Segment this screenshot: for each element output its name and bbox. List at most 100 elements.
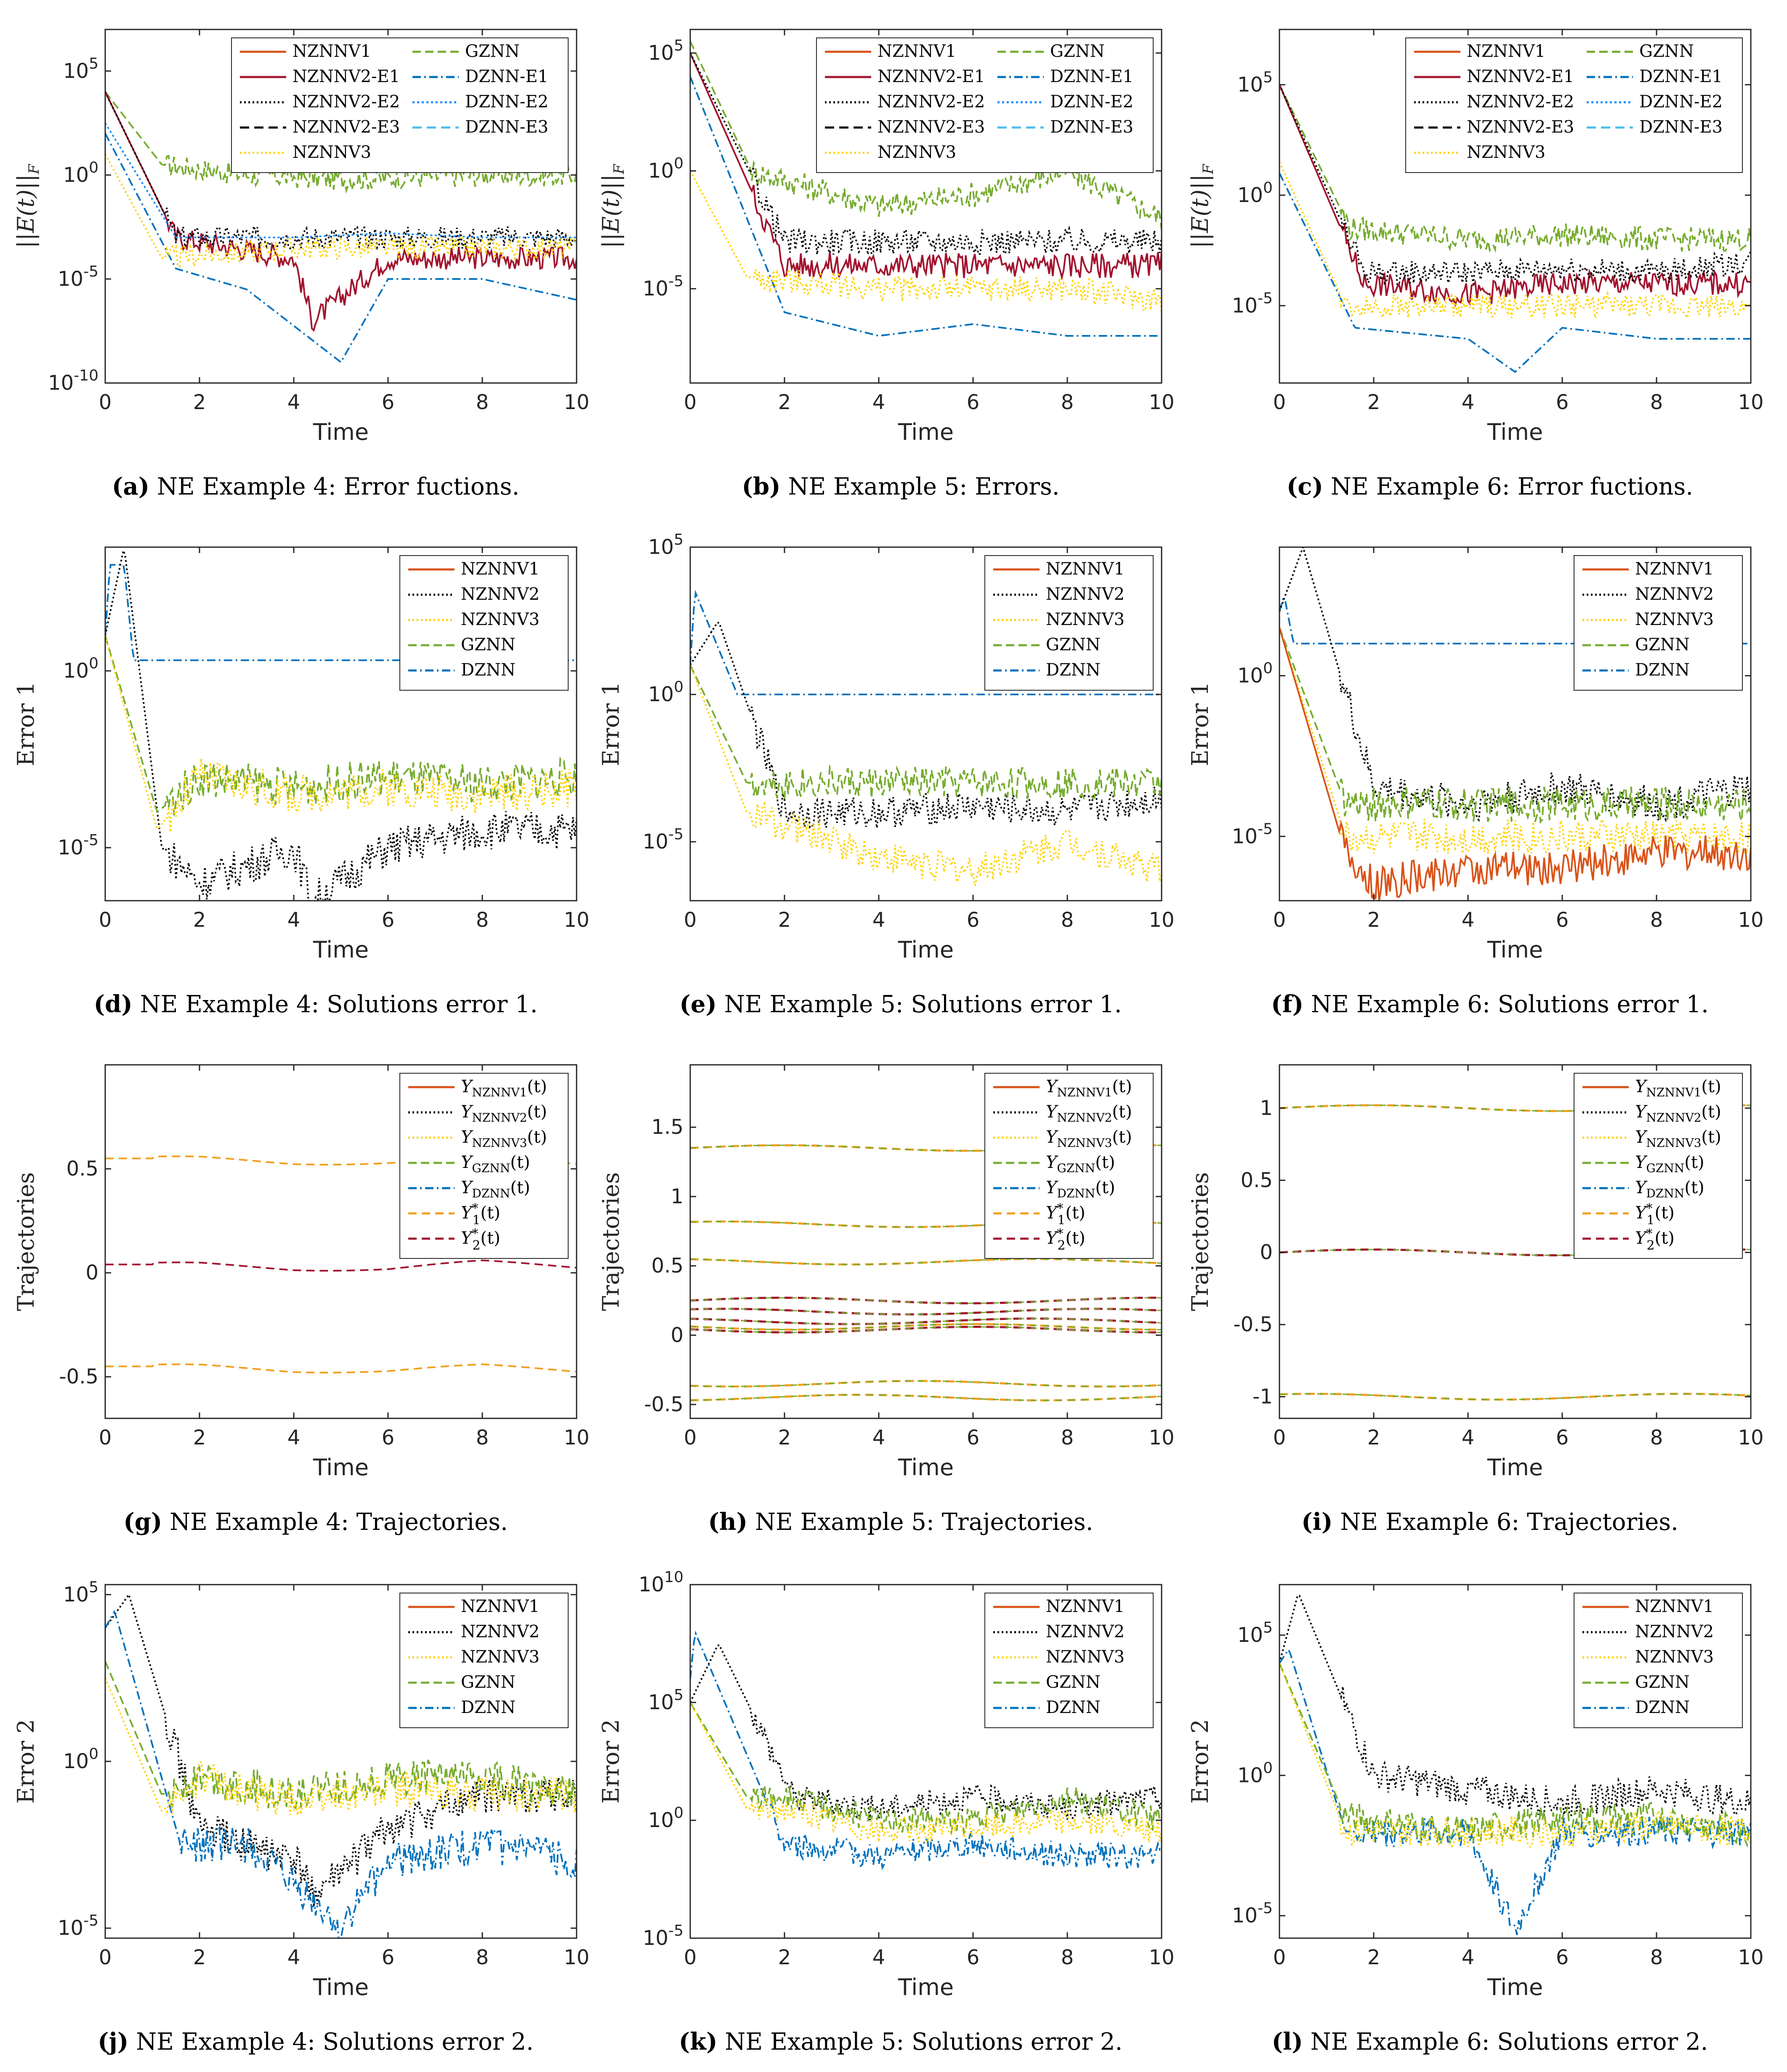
x-tick-label: 0	[99, 1946, 112, 1969]
legend-entry: NZNNV2	[1635, 1622, 1714, 1641]
y-tick-label: 100	[63, 655, 98, 683]
x-tick-label: 0	[684, 908, 697, 932]
chart-b: 0 2 4 6 8 10 Time 105 100 10-5 ||E(t)||F NZNNV1 GZNN…	[598, 29, 1175, 500]
x-axis-label: Time	[313, 419, 369, 445]
caption-tag: (k)	[679, 2028, 718, 2056]
x-axis-label: Time	[1487, 936, 1543, 963]
x-tick-label: 0	[684, 391, 697, 414]
legend-box	[984, 555, 1154, 691]
y-tick-label: 105	[1237, 69, 1273, 96]
y-tick-label: 0.5	[66, 1157, 98, 1181]
axes-box	[104, 1064, 577, 1419]
y-tick-label: 100	[1237, 660, 1273, 687]
y-axis-label: Trajectories	[598, 1172, 624, 1311]
series-line-dznn	[690, 1630, 1162, 1870]
y-tick-label: 10-10	[48, 367, 98, 395]
axes-box	[104, 546, 577, 902]
x-tick-label: 8	[1061, 908, 1074, 932]
x-tick-label: 4	[1462, 1946, 1475, 1969]
chart-e: 0 2 4 6 8 10 Time 105 100 10-5 Error 1 NZNNV1 NZNNV2…	[598, 531, 1175, 1018]
x-tick-label: 6	[967, 391, 980, 414]
legend-entry: YNZNNV1(t)	[1046, 1077, 1132, 1099]
legend-entry: NZNNV2-E2	[1467, 92, 1574, 112]
legend-entry: DZNN-E1	[465, 67, 548, 86]
legend-entry: NZNNV3	[1046, 1647, 1125, 1667]
x-tick-label: 8	[1650, 1946, 1663, 1969]
x-tick-label: 10	[1149, 1426, 1174, 1450]
legend-entry: YNZNNV2(t)	[1046, 1102, 1132, 1125]
legend: YNZNNV1(t) YNZNNV2(t) YNZNNV3(t) YGZNN(t) YD…	[1574, 1073, 1743, 1259]
series-line-y1b	[105, 1363, 577, 1374]
caption: (b) NE Example 5: Errors.	[742, 473, 1059, 500]
legend-entry: Y* 1(t)	[461, 1201, 500, 1228]
legend-entry: YGZNN(t)	[1635, 1153, 1705, 1175]
x-tick-label: 4	[1462, 908, 1475, 932]
series-group	[690, 590, 1162, 886]
series-line-nznnv3	[690, 1702, 1162, 1845]
legend-entry: GZNN	[1050, 42, 1105, 61]
series-group	[690, 1630, 1162, 1870]
chart-c: 0 2 4 6 8 10 Time 105 100 10-5 ||E(t)||F NZNNV1 GZNN…	[1187, 29, 1764, 500]
legend-entry: DZNN-E2	[465, 92, 548, 112]
y-tick-label: 100	[63, 159, 98, 187]
x-tick-label: 2	[1367, 1426, 1380, 1450]
y-axis-label: Trajectories	[1187, 1172, 1213, 1311]
axes-box	[1279, 1584, 1752, 1939]
y-tick-label: 0	[670, 1323, 683, 1347]
legend-entry: NZNNV3	[1046, 610, 1125, 629]
x-tick-label: 10	[564, 1426, 589, 1450]
x-tick-label: 2	[193, 391, 206, 414]
series-line-gznn	[690, 41, 1162, 230]
legend-entry: GZNN	[1635, 635, 1690, 654]
legend-entry: YNZNNV3(t)	[1635, 1128, 1721, 1150]
x-tick-label: 10	[1738, 391, 1763, 414]
legend-entry: NZNNV2	[461, 1622, 540, 1641]
y-tick-label: 100	[648, 155, 683, 183]
legend-entry: Y* 1(t)	[1046, 1201, 1085, 1228]
series-line-dznn	[1279, 1648, 1751, 1935]
x-tick-label: 2	[1367, 908, 1380, 932]
y-tick-label: -1	[1252, 1385, 1273, 1409]
series-group	[1279, 84, 1751, 373]
x-axis-label: Time	[313, 1454, 369, 1481]
x-tick-label: 4	[872, 391, 886, 414]
series-line-dznn	[690, 590, 1162, 695]
x-axis-label: Time	[898, 419, 954, 445]
series-group	[690, 41, 1162, 337]
series-line-nznnv2	[690, 621, 1162, 830]
series-line-y2	[105, 1259, 577, 1272]
chart-i: 0 2 4 6 8 10 Time 1 0.5 0 -0.5 -1 Trajectories YNZNNV…	[1187, 1064, 1764, 1536]
x-tick-label: 8	[476, 1426, 489, 1450]
caption-tag: (g)	[123, 1508, 162, 1536]
legend-entry: YDZNN(t)	[461, 1178, 530, 1200]
legend-entry: YNZNNV3(t)	[1046, 1128, 1132, 1150]
series-line-nznnv3	[1279, 162, 1751, 321]
x-tick-label: 6	[1556, 391, 1569, 414]
y-tick-label: 10-5	[1232, 1900, 1273, 1928]
series-line-nznnv2	[1279, 547, 1751, 823]
x-tick-label: 2	[778, 391, 791, 414]
axes-box	[1279, 1064, 1752, 1419]
legend-entry: NZNNV2	[461, 585, 540, 604]
y-axis-label: ||E(t)||F	[598, 164, 628, 248]
y-tick-label: 105	[648, 1686, 683, 1714]
y-axis-label: Error 1	[598, 682, 624, 766]
legend-entry: YNZNNV1(t)	[461, 1077, 547, 1099]
legend-entry: DZNN	[461, 660, 516, 680]
legend-entry: NZNNV2	[1046, 585, 1125, 604]
y-tick-label: 10-5	[1232, 820, 1273, 848]
y-axis-label: Error 1	[13, 682, 39, 766]
caption-tag: (i)	[1301, 1508, 1332, 1536]
series-line-nznnv3	[1279, 1662, 1751, 1850]
series-group	[105, 1593, 577, 1938]
y-tick-label: 100	[1237, 1759, 1273, 1787]
caption: (k) NE Example 5: Solutions error 2.	[679, 2028, 1122, 2056]
x-tick-label: 0	[684, 1946, 697, 1969]
axes-box	[689, 546, 1162, 902]
series-line-gznn	[1279, 84, 1751, 253]
x-tick-label: 8	[476, 391, 489, 414]
x-tick-label: 0	[1273, 1426, 1286, 1450]
x-tick-label: 6	[1556, 1426, 1569, 1450]
